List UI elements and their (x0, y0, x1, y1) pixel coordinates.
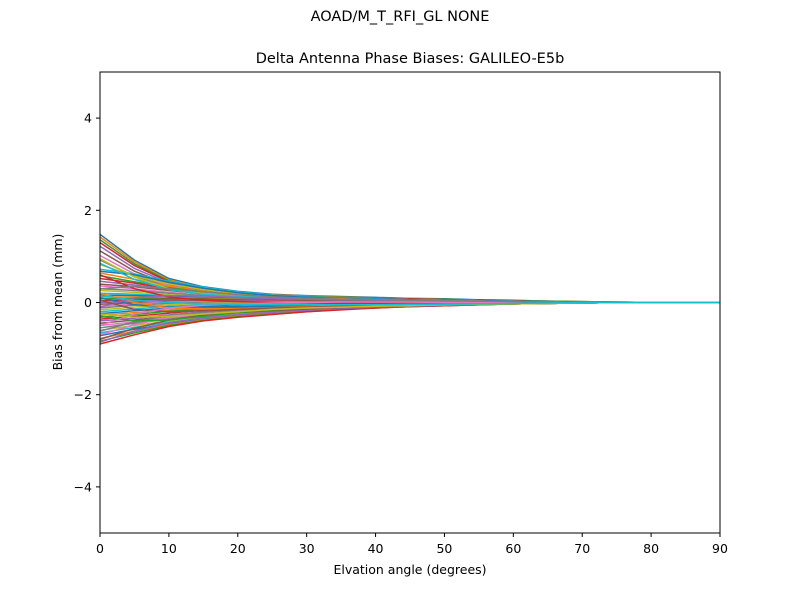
series-layer (99, 233, 720, 345)
x-axis-ticks: 0 10 20 30 40 50 60 70 80 90 (96, 533, 728, 556)
y-tick-label: 4 (84, 111, 92, 126)
x-tick-label: 10 (161, 541, 177, 556)
x-tick-label: 90 (712, 541, 728, 556)
x-tick-label: 30 (299, 541, 315, 556)
figure-suptitle: AOAD/M_T_RFI_GL NONE (310, 9, 490, 25)
y-tick-label: −4 (74, 479, 92, 494)
x-tick-label: 60 (505, 541, 521, 556)
x-tick-label: 80 (643, 541, 659, 556)
y-tick-label: −2 (74, 387, 92, 402)
chart-title: Delta Antenna Phase Biases: GALILEO-E5b (256, 51, 565, 67)
series-line (99, 294, 720, 306)
y-tick-label: 2 (84, 203, 92, 218)
y-axis-ticks: −4 −2 0 2 4 (74, 111, 100, 494)
x-tick-label: 70 (574, 541, 590, 556)
x-axis-label: Elvation angle (degrees) (333, 562, 486, 577)
x-tick-label: 50 (436, 541, 452, 556)
y-axis-label: Bias from mean (mm) (50, 234, 65, 371)
x-tick-label: 40 (368, 541, 384, 556)
y-tick-label: 0 (84, 295, 92, 310)
x-tick-label: 20 (230, 541, 246, 556)
x-tick-label: 0 (96, 541, 104, 556)
